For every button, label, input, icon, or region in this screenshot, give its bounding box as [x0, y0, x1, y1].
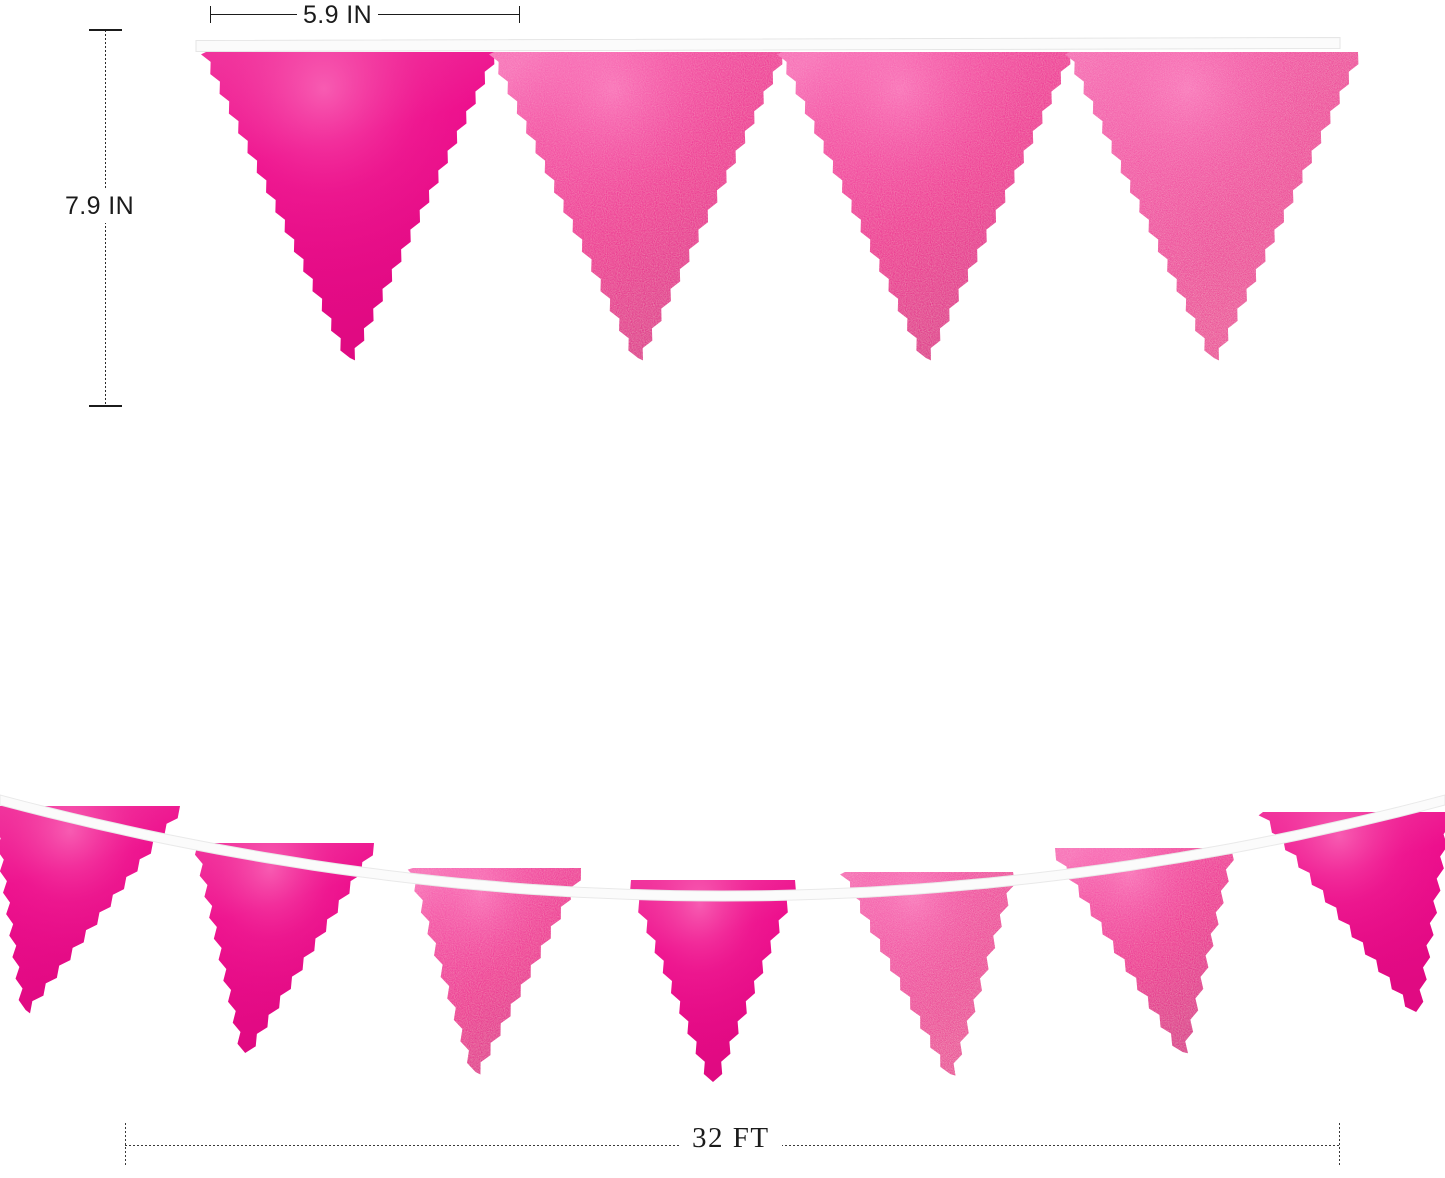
height-dimension-cap-top	[89, 29, 122, 31]
height-dimension-label: 7.9 IN	[60, 190, 140, 223]
pennant-gloss-highlight	[489, 52, 783, 361]
pennant-gloss-highlight	[0, 806, 180, 1014]
pennant-gloss-highlight	[201, 52, 495, 361]
bottom-banner-pennant-group	[0, 806, 1445, 1082]
pennant-gloss-highlight	[777, 52, 1071, 361]
pennant-banner-bottom-draped	[0, 794, 1445, 1082]
width-dimension-label: 5.9 IN	[297, 1, 379, 30]
top-banner-string-group	[195, 36, 1341, 53]
pennant-banner-top-detail	[195, 36, 1359, 361]
pennant-gloss-highlight	[1055, 848, 1234, 1054]
pennant-gloss-highlight	[840, 872, 1015, 1076]
banner-string-draped	[0, 794, 1445, 902]
pennant-gloss-highlight	[194, 843, 374, 1053]
top-banner-pennant-group	[201, 52, 1359, 361]
length-dimension-label: 32 FT	[680, 1122, 782, 1155]
banner-string-ribbon	[195, 36, 1341, 53]
length-dimension-cap-right	[1339, 1123, 1340, 1167]
bottom-banner-string-group	[0, 794, 1445, 902]
pennant-gloss-highlight	[630, 880, 796, 1082]
length-dimension-cap-left	[125, 1123, 126, 1167]
pennant-gloss-highlight	[407, 868, 581, 1075]
height-dimension-cap-bottom	[89, 405, 122, 407]
pennant-gloss-highlight	[1065, 52, 1359, 361]
pennant-gloss-highlight	[1258, 812, 1445, 1012]
